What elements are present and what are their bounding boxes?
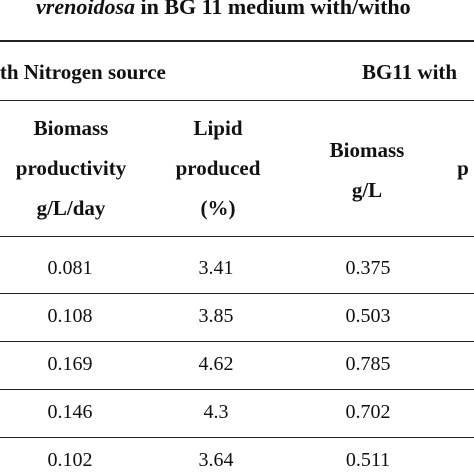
- cell-biomass-gl: 0.375: [345, 257, 391, 279]
- header-line: productivity: [15, 156, 127, 180]
- caption-text: in BG 11 medium with/witho: [135, 0, 411, 19]
- cell-biomass-productivity: 0.108: [47, 305, 93, 327]
- cell-biomass-productivity: 0.169: [47, 353, 93, 375]
- header-line: g/L/day: [36, 196, 106, 220]
- row-rule: [0, 341, 474, 342]
- group-header-with-nitrogen: ith Nitrogen source: [0, 60, 166, 84]
- header-rule: [0, 236, 474, 237]
- header-line: Biomass: [33, 116, 109, 140]
- cell-biomass-productivity: 0.102: [47, 449, 93, 471]
- cell-lipid-produced: 3.41: [198, 257, 234, 279]
- header-biomass-productivity: Biomass productivity g/L/day: [0, 108, 146, 228]
- row-rule: [0, 293, 474, 294]
- header-line: Lipid: [193, 116, 243, 140]
- caption-species: vrenoidosa: [36, 0, 135, 19]
- group-header-without-nitrogen: BG11 with: [362, 60, 458, 84]
- row-rule: [0, 437, 474, 438]
- cell-lipid-produced: 4.3: [203, 401, 229, 423]
- header-partial: p: [457, 156, 469, 180]
- row-rule: [0, 389, 474, 390]
- cell-biomass-gl: 0.702: [345, 401, 391, 423]
- header-biomass-gl: Biomass g/L: [312, 130, 422, 210]
- table-caption: vrenoidosa in BG 11 medium with/witho: [36, 0, 411, 20]
- cell-lipid-produced: 3.85: [198, 305, 234, 327]
- cell-lipid-produced: 4.62: [198, 353, 234, 375]
- header-line: g/L: [351, 178, 383, 202]
- cell-lipid-produced: 3.64: [198, 449, 234, 471]
- header-lipid-produced: Lipid produced (%): [168, 108, 268, 228]
- top-rule: [0, 40, 474, 42]
- cell-biomass-productivity: 0.081: [47, 257, 93, 279]
- cell-biomass-gl: 0.511: [345, 449, 391, 471]
- header-line: produced: [175, 156, 261, 180]
- header-line: Biomass: [329, 138, 405, 162]
- cell-biomass-productivity: 0.146: [47, 401, 93, 423]
- group-rule: [0, 100, 474, 101]
- cell-biomass-gl: 0.785: [345, 353, 391, 375]
- header-line: (%): [200, 196, 236, 220]
- cell-biomass-gl: 0.503: [345, 305, 391, 327]
